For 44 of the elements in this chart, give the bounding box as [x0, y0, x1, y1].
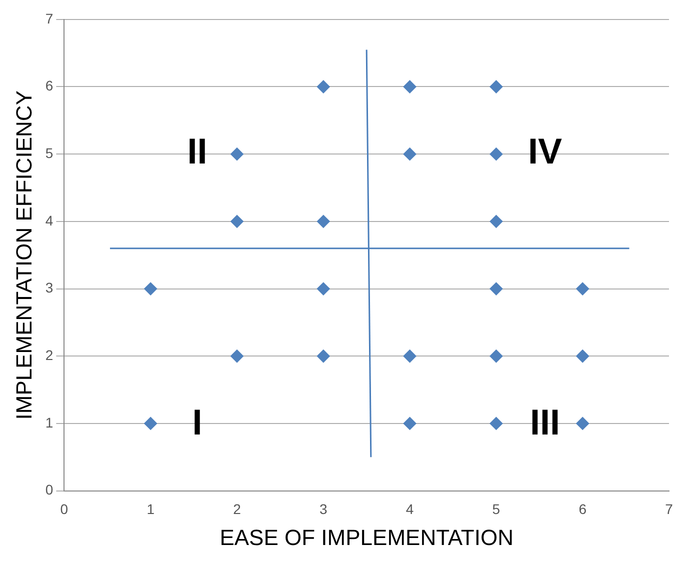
point — [403, 148, 416, 161]
y-tick-label: 7 — [45, 10, 54, 26]
x-tick-label: 6 — [578, 501, 587, 518]
annotation: I — [192, 402, 202, 443]
point — [144, 416, 158, 430]
y-tick-label: 3 — [45, 280, 54, 296]
y-tick-label: 2 — [45, 346, 54, 363]
x-tick-label: 4 — [406, 501, 414, 518]
point — [576, 350, 590, 363]
y-tick-label: 4 — [45, 212, 54, 228]
point — [230, 148, 244, 161]
point — [490, 148, 503, 161]
point — [490, 282, 503, 296]
y-tick-label: 1 — [45, 414, 54, 430]
point — [316, 214, 330, 228]
point — [490, 214, 503, 228]
x-tick-label: 2 — [233, 501, 242, 518]
annotation: III — [530, 402, 560, 443]
x-tick-label: 7 — [665, 501, 674, 518]
x-axis-title: EASE OF IMPLEMENTATION — [220, 524, 514, 550]
point — [576, 282, 590, 296]
x-tick-label: 1 — [146, 501, 155, 518]
x-tick-label: 0 — [60, 501, 68, 518]
point — [403, 416, 416, 430]
point — [144, 282, 158, 296]
point — [403, 80, 416, 94]
point — [490, 416, 503, 430]
y-tick-label: 0 — [45, 482, 54, 498]
y-axis-title: IMPLEMENTATION EFFICIENCY — [11, 90, 36, 420]
annotation: IV — [528, 130, 562, 172]
point — [490, 80, 503, 94]
point — [316, 282, 330, 296]
point — [316, 80, 330, 94]
point — [316, 350, 330, 363]
y-tick-label: 6 — [45, 78, 54, 94]
point — [230, 214, 244, 228]
point — [490, 350, 503, 363]
annotation: II — [187, 130, 208, 172]
point — [576, 416, 590, 430]
point — [403, 350, 416, 363]
x-tick-label: 3 — [319, 501, 328, 518]
point — [230, 350, 244, 363]
y-tick-label: 5 — [45, 144, 54, 161]
x-tick-label: 5 — [492, 501, 500, 518]
